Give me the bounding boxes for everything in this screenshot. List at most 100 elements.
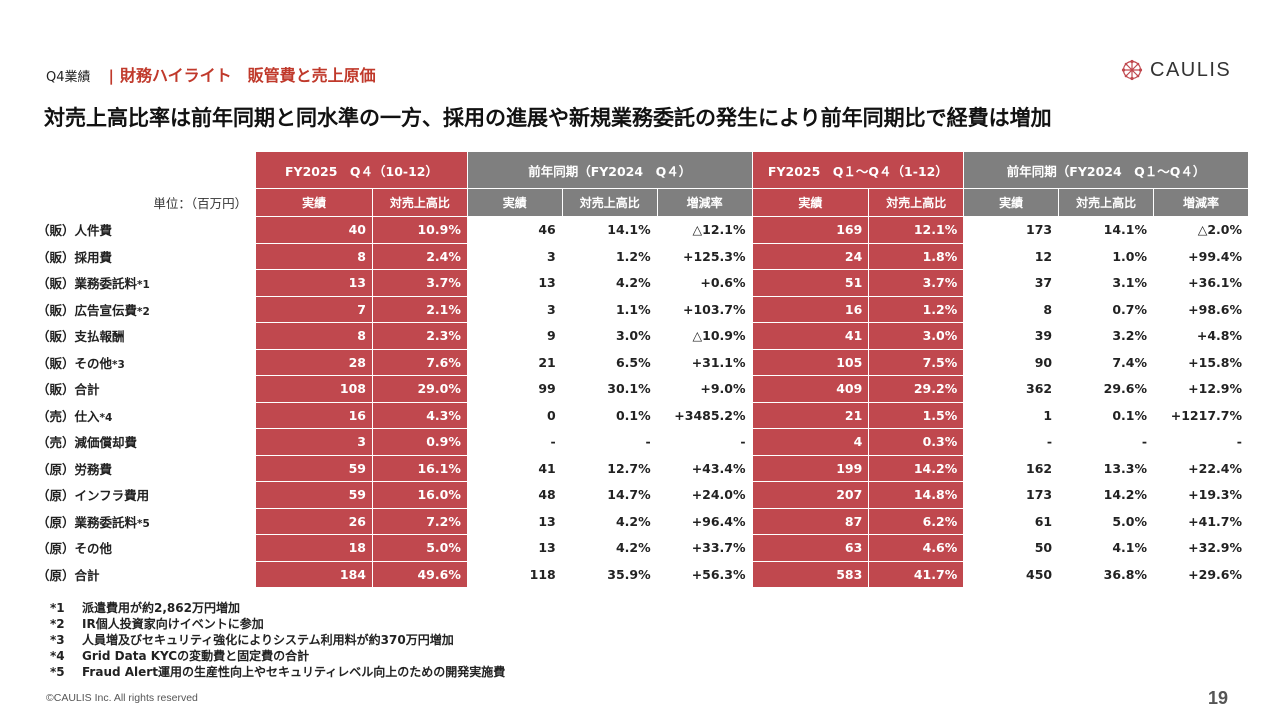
table-cell: 59 (255, 454, 373, 482)
table-cell: 162 (963, 454, 1060, 482)
table-cell: - (466, 428, 563, 456)
table-cell: 1.2% (561, 242, 658, 270)
table-cell: 14.1% (561, 216, 658, 244)
table-cell: 173 (963, 216, 1060, 244)
table-cell: 0.1% (561, 401, 658, 429)
row-label: （売）仕入*4 (31, 401, 257, 429)
table-cell: 105 (751, 348, 870, 376)
column-header: 実績 (963, 188, 1060, 217)
table-cell: 3 (466, 242, 563, 270)
table-cell: 3 (466, 295, 563, 323)
row-note-ref: *5 (137, 517, 150, 530)
group-header: 前年同期（FY2024 Q１〜Q４） (963, 151, 1249, 189)
table-cell: 63 (751, 534, 870, 562)
group-header: FY2025 Q４（10-12） (255, 151, 468, 189)
table-cell: +9.0% (656, 375, 753, 403)
table-cell: 21 (751, 401, 870, 429)
row-label: （販）業務委託料*1 (31, 269, 257, 297)
table-cell: 1.0% (1058, 242, 1155, 270)
table-cell: 13.3% (1058, 454, 1155, 482)
table-cell: +125.3% (656, 242, 753, 270)
table-cell: 0.7% (1058, 295, 1155, 323)
table-cell: △10.9% (656, 322, 753, 350)
table-row: （販）支払報酬 8 2.3% 9 3.0% △10.9% 41 3.0% 39 3.2% +4.8% (31, 322, 1249, 350)
table-cell: +22.4% (1153, 454, 1249, 482)
table-cell: 7 (255, 295, 373, 323)
footnote: *2 IR個人投資家向けイベントに参加 (50, 616, 505, 632)
table-cell: 169 (751, 216, 870, 244)
table-cell: 7.4% (1058, 348, 1155, 376)
footnote-text: IR個人投資家向けイベントに参加 (82, 617, 264, 631)
table-cell: +36.1% (1153, 269, 1249, 297)
table-cell: 36.8% (1058, 560, 1155, 588)
row-label: （原）インフラ費用 (31, 481, 257, 509)
table-cell: 10.9% (371, 216, 468, 244)
table-row: （原）業務委託料*5 26 7.2% 13 4.2% +96.4% 87 6.2% 61 5.0%… (31, 507, 1249, 535)
footnote: *4 Grid Data KYCの変動費と固定費の合計 (50, 648, 505, 664)
table-cell: 1.1% (561, 295, 658, 323)
table-row: （原）合計 184 49.6% 118 35.9% +56.3% 583 41.7% 450 36… (31, 560, 1249, 588)
column-header: 増減率 (656, 188, 753, 217)
table-cell: 184 (255, 560, 373, 588)
table-cell: 40 (255, 216, 373, 244)
table-cell: 50 (963, 534, 1060, 562)
table-cell: 29.6% (1058, 375, 1155, 403)
table-cell: +3485.2% (656, 401, 753, 429)
table-cell: +0.6% (656, 269, 753, 297)
table-cell: 6.2% (868, 507, 965, 535)
table-body: （販）人件費 40 10.9% 46 14.1% △12.1% 169 12.1% 173 14.… (31, 216, 1249, 588)
table-cell: 362 (963, 375, 1060, 403)
table-cell: 90 (963, 348, 1060, 376)
table-cell: 16 (751, 295, 870, 323)
table-cell: +31.1% (656, 348, 753, 376)
table-cell: +96.4% (656, 507, 753, 535)
row-label-text: （販）人件費 (37, 223, 113, 239)
row-label-text: （原）業務委託料 (37, 514, 138, 530)
breadcrumb: Q4業績 | 財務ハイライト 販管費と売上原価 (46, 62, 376, 86)
table-cell: 3.0% (561, 322, 658, 350)
table-cell: +1217.7% (1153, 401, 1249, 429)
table-cell: +15.8% (1153, 348, 1249, 376)
row-label: （原）労務費 (31, 454, 257, 482)
table-cell: 7.2% (371, 507, 468, 535)
table-cell: 14.7% (561, 481, 658, 509)
table-cell: +43.4% (656, 454, 753, 482)
table-cell: +32.9% (1153, 534, 1249, 562)
table-cell: +29.6% (1153, 560, 1249, 588)
row-label-text: （販）採用費 (37, 249, 113, 265)
table-cell: 30.1% (561, 375, 658, 403)
footnote-key: *2 (50, 617, 65, 631)
table-cell: 4.6% (868, 534, 965, 562)
table-cell: 61 (963, 507, 1060, 535)
row-note-ref: *3 (112, 358, 125, 371)
table-cell: 13 (466, 534, 563, 562)
table-cell: 2.3% (371, 322, 468, 350)
footnotes: *1 派遣費用が約2,862万円増加 *2 IR個人投資家向けイベントに参加 *3 人員増… (50, 600, 505, 680)
table-cell: 13 (466, 269, 563, 297)
column-header: 増減率 (1153, 188, 1249, 217)
table-cell: 3.7% (371, 269, 468, 297)
table-cell: 450 (963, 560, 1060, 588)
table-cell: +103.7% (656, 295, 753, 323)
row-label-text: （原）労務費 (37, 461, 113, 477)
row-label-text: （原）その他 (37, 541, 113, 557)
table-cell: 14.1% (1058, 216, 1155, 244)
table-cell: 108 (255, 375, 373, 403)
row-label-text: （売）仕入 (37, 408, 100, 424)
table-cell: 8 (963, 295, 1060, 323)
row-label: （原）合計 (31, 560, 257, 588)
table-cell: +24.0% (656, 481, 753, 509)
company-logo: CAULIS (1120, 58, 1231, 82)
table-cell: 49.6% (371, 560, 468, 588)
table-cell: 3.7% (868, 269, 965, 297)
table-cell: 16.0% (371, 481, 468, 509)
table-cell: 26 (255, 507, 373, 535)
footnote-key: *1 (50, 601, 65, 615)
table-cell: 1.2% (868, 295, 965, 323)
table-cell: 51 (751, 269, 870, 297)
table-cell: 41 (466, 454, 563, 482)
row-label-text: （販）合計 (37, 382, 100, 398)
table-cell: 24 (751, 242, 870, 270)
row-label-text: （原）合計 (37, 567, 100, 583)
table-cell: 13 (255, 269, 373, 297)
